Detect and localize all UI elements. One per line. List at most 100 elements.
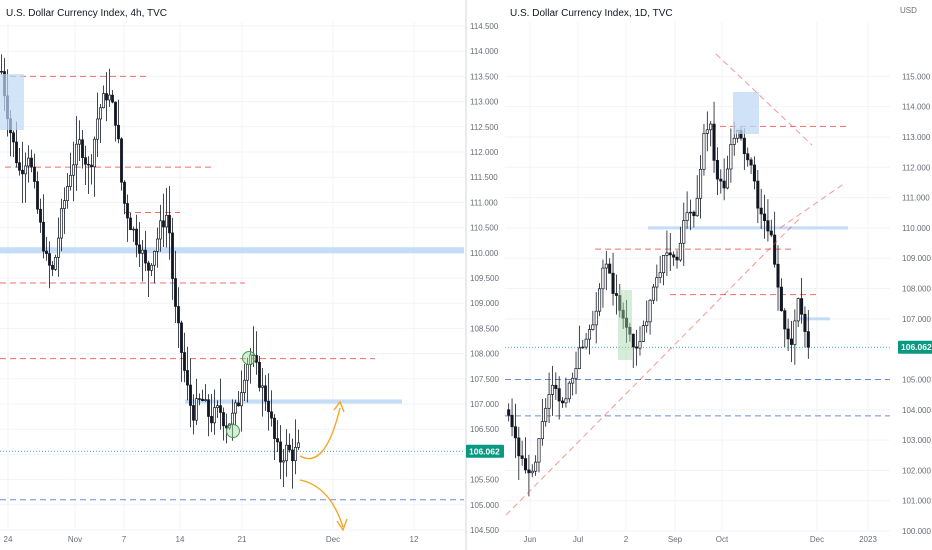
right-x-axis: Jun Jul 2 Sep Oct Dec 2023 (524, 535, 878, 544)
y-tick-label: 114.500 (470, 22, 499, 31)
candle-body (0, 71, 3, 73)
right-zones (648, 226, 848, 321)
candle-body (66, 186, 69, 201)
candle-body (655, 277, 659, 288)
candle-body (510, 414, 514, 428)
candle-body (651, 286, 655, 301)
candle-body (702, 133, 706, 170)
right-y-unit: USD (900, 6, 917, 15)
left-chart-panel: U.S. Dollar Currency Index, 4h, TVC 114.… (0, 0, 504, 550)
candle-body (712, 123, 716, 161)
candle-body (547, 394, 551, 409)
y-tick-label: 108.000 (470, 350, 499, 359)
candle-body (18, 162, 21, 171)
left-candles (0, 54, 300, 489)
candle-body (216, 405, 219, 408)
candle-body (635, 346, 639, 349)
candle-body (147, 262, 150, 271)
candle-body (567, 382, 571, 400)
y-tick-label: 112.500 (470, 123, 499, 132)
left-y-axis: 114.500 114.000 113.500 113.000 112.500 112.0… (470, 22, 499, 535)
candle-body (159, 220, 162, 240)
candle-body (668, 252, 672, 256)
x-tick-label: Jun (524, 535, 537, 544)
candle-body (84, 157, 87, 165)
x-tick-label: 24 (4, 535, 13, 544)
candle-body (297, 442, 300, 448)
trendline (715, 53, 813, 146)
x-tick-label: 21 (238, 535, 247, 544)
right-chart-panel: U.S. Dollar Currency Index, 1D, TVC USD … (505, 6, 932, 544)
candle-body (598, 288, 602, 312)
candle-body (604, 263, 608, 269)
candle-body (550, 384, 554, 395)
x-tick-label: Oct (716, 535, 729, 544)
candle-body (174, 278, 177, 307)
green-shaded-box (618, 290, 632, 360)
candle-body (709, 123, 713, 131)
right-chart-title: U.S. Dollar Currency Index, 1D, TVC (510, 8, 673, 19)
left-x-axis: 24 Nov 7 14 21 Dec 12 (4, 535, 419, 544)
candle-body (699, 168, 703, 199)
y-tick-label: 104.500 (470, 526, 499, 535)
right-levels (505, 125, 890, 417)
candle-body (120, 138, 123, 183)
highlight-circle (226, 424, 240, 438)
candle-body (601, 267, 605, 290)
candle-body (42, 221, 45, 252)
y-tick-label: 115.000 (902, 72, 931, 81)
x-tick-label: 12 (410, 535, 419, 544)
orange-arrow-down (299, 479, 344, 528)
y-tick-label: 108.500 (470, 324, 499, 333)
candle-body (793, 320, 797, 345)
candle-body (276, 438, 279, 443)
y-tick-label: 111.000 (902, 194, 930, 203)
candle-body (587, 329, 592, 340)
y-tick-label: 109.000 (902, 254, 931, 263)
candle-body (756, 180, 760, 209)
candle-body (33, 166, 36, 182)
candle-body (581, 346, 585, 349)
y-tick-label: 107.000 (902, 315, 931, 324)
candle-body (591, 324, 595, 330)
candle-body (168, 214, 171, 234)
candle-body (270, 411, 273, 419)
candle-body (719, 178, 723, 182)
y-tick-label: 101.000 (902, 497, 931, 506)
candle-body (222, 412, 225, 427)
candle-body (554, 384, 558, 389)
candle-body (24, 165, 27, 175)
candle-body (114, 101, 117, 126)
candle-body (87, 163, 90, 166)
right-annotations (505, 53, 846, 516)
candle-body (144, 249, 147, 264)
candle-body (261, 385, 264, 388)
x-tick-label: Nov (68, 535, 82, 544)
right-y-axis: 115.000 114.000 113.000 112.000 111.000 110.0… (902, 72, 931, 536)
candle-body (763, 213, 767, 221)
candle-body (803, 313, 807, 332)
candle-body (628, 327, 632, 335)
candle-body (165, 214, 168, 228)
candle-body (210, 416, 213, 424)
candle-body (662, 255, 666, 274)
candle-body (69, 174, 72, 187)
candle-body (285, 444, 288, 462)
candle-body (641, 325, 645, 342)
candle-body (752, 164, 756, 182)
candle-body (279, 441, 282, 463)
candle-body (759, 207, 763, 215)
candle-body (54, 256, 57, 270)
candle-body (564, 398, 568, 404)
candle-body (105, 93, 108, 101)
candle-body (779, 286, 783, 312)
candle-body (645, 321, 649, 326)
left-last-price-tag: 106.062 (466, 444, 504, 458)
candle-body (648, 299, 652, 323)
candle-body (776, 263, 780, 288)
candle-body (507, 409, 511, 416)
candle-body (611, 272, 615, 294)
y-tick-label: 113.500 (470, 72, 499, 81)
last-price-tag-text: 106.062 (901, 342, 932, 352)
candle-body (150, 264, 153, 271)
